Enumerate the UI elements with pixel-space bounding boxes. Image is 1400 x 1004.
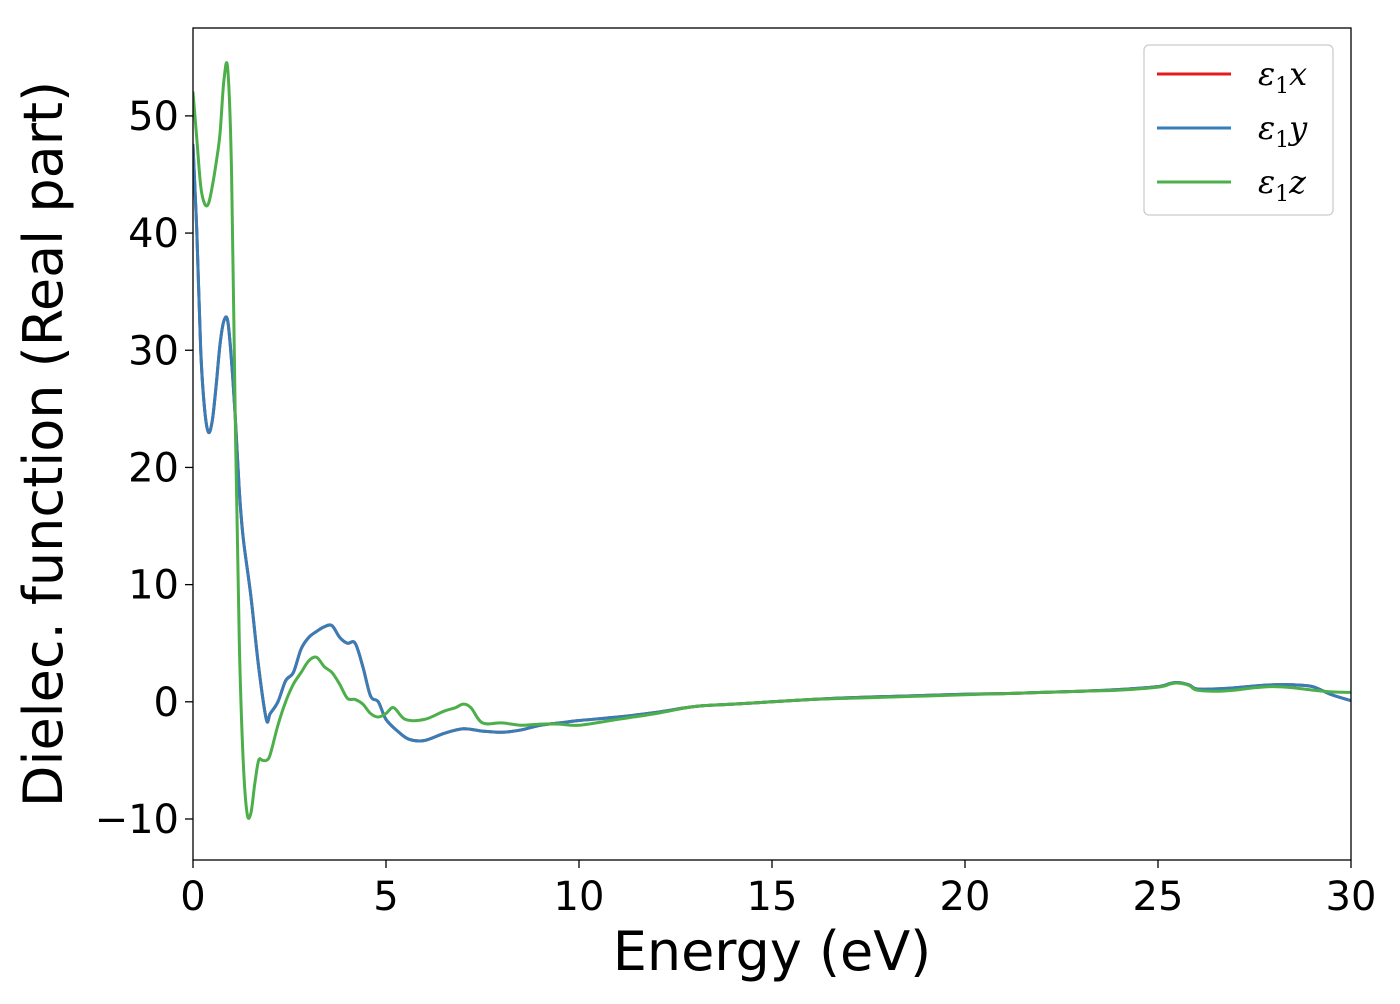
series-line-z <box>193 61 1351 820</box>
legend-box <box>1143 44 1334 216</box>
legend: ε1x ε1y ε1z <box>1143 44 1334 216</box>
y-tick-label: 30 <box>128 328 179 374</box>
y-axis-ticks: −10 0 10 20 30 40 50 <box>95 94 193 843</box>
y-tick-label: 0 <box>154 680 179 726</box>
y-tick-label: 20 <box>128 445 179 491</box>
x-tick-label: 10 <box>554 874 605 920</box>
x-axis-ticks: 0 5 10 15 20 25 30 <box>180 860 1376 920</box>
y-tick-label: −10 <box>95 797 179 843</box>
y-axis-label: Dielec. function (Real part) <box>12 81 75 807</box>
x-tick-label: 20 <box>940 874 991 920</box>
plot-area <box>192 27 1352 861</box>
legend-label-x: ε1x <box>1258 55 1307 99</box>
x-tick-label: 5 <box>373 874 398 920</box>
y-tick-label: 40 <box>128 211 179 257</box>
legend-entries: ε1x ε1y ε1z <box>1157 55 1308 207</box>
x-tick-label: 30 <box>1326 874 1377 920</box>
x-tick-label: 15 <box>747 874 798 920</box>
y-tick-label: 50 <box>128 94 179 140</box>
y-tick-label: 10 <box>128 563 179 609</box>
x-tick-label: 25 <box>1133 874 1184 920</box>
x-axis-label: Energy (eV) <box>613 920 932 983</box>
series-layer <box>193 61 1351 820</box>
legend-label-y: ε1y <box>1258 109 1308 153</box>
legend-label-z: ε1z <box>1258 163 1307 207</box>
x-tick-label: 0 <box>180 874 205 920</box>
